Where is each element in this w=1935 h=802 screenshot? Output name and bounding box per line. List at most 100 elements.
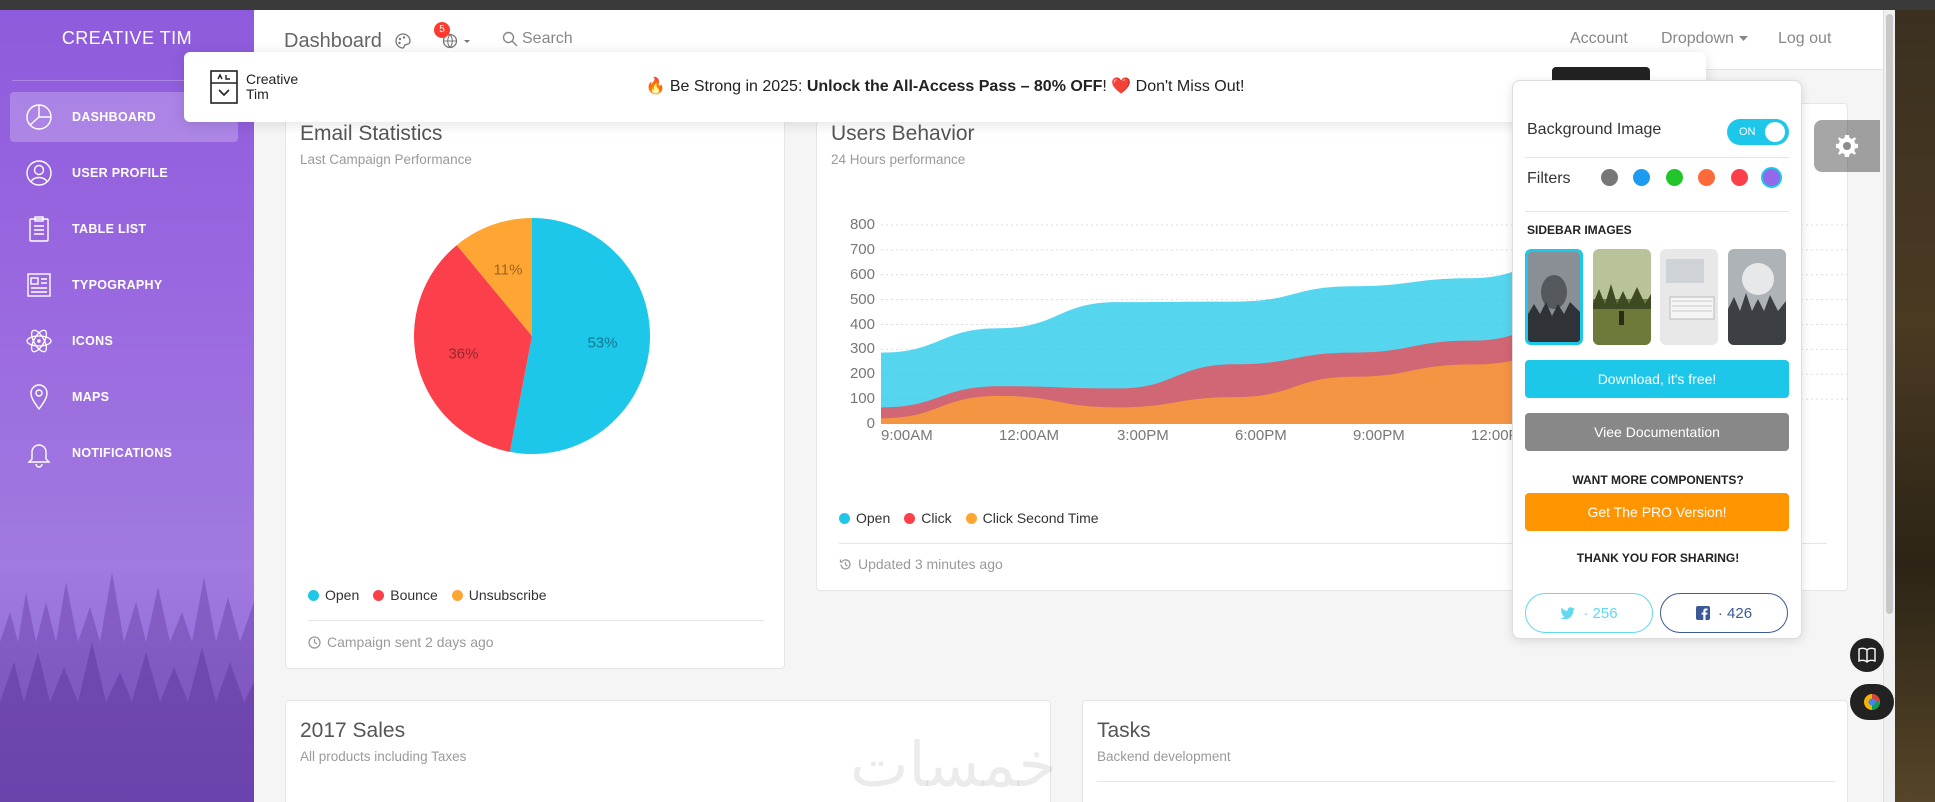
search-link[interactable]: Search (502, 30, 573, 48)
area-series-click-second-time (881, 347, 1707, 424)
sales-card: 2017 Sales All products including Taxes (285, 700, 1051, 802)
settings-toggle-tab[interactable] (1814, 120, 1880, 172)
sidebar-image-thumb-4[interactable] (1728, 249, 1786, 345)
sidebar-item-label: MAPS (72, 390, 110, 404)
reader-mode-button[interactable] (1850, 638, 1884, 672)
area-legend: Open Click Click Second Time (839, 510, 1099, 526)
extension-button[interactable] (1850, 684, 1894, 720)
watermark-text: خمسات (850, 728, 1057, 801)
logout-link[interactable]: Log out (1778, 30, 1832, 47)
filter-swatch-gray[interactable] (1601, 169, 1618, 186)
globe-dropdown-icon[interactable] (442, 32, 474, 50)
logo-text-line1: Creative (246, 71, 299, 87)
sidebar-item-table-list[interactable]: TABLE LIST (10, 204, 238, 254)
y-tick-label: 100 (849, 390, 875, 408)
account-link[interactable]: Account (1570, 30, 1628, 47)
history-icon (839, 558, 851, 569)
news-layout-icon (27, 273, 51, 297)
legend-swatch (839, 512, 850, 524)
card-title: Tasks (1097, 719, 1151, 742)
pie-slice-unsubscribe (456, 218, 532, 336)
card-subtitle: All products including Taxes (300, 749, 467, 764)
filter-swatch-red[interactable] (1731, 169, 1748, 186)
toggle-knob (1765, 122, 1785, 142)
get-pro-version-button[interactable]: Get The PRO Version! (1525, 493, 1789, 531)
legend-swatch (904, 512, 916, 524)
palette-icon[interactable] (394, 32, 412, 50)
card-divider (1097, 781, 1835, 782)
user-circle-icon (26, 160, 52, 186)
sidebar-item-user-profile[interactable]: USER PROFILE (10, 148, 238, 198)
sidebar-image-thumb-3[interactable] (1660, 249, 1718, 345)
pie-slice-bounce (413, 245, 532, 452)
view-documentation-button[interactable]: Viee Documentation (1525, 413, 1789, 451)
pie-slice-label: 36% (448, 346, 478, 363)
twitter-share-button[interactable]: · 256 (1525, 593, 1653, 633)
sidebar-item-label: USER PROFILE (72, 166, 168, 180)
pie-legend: Open Bounce Unsubscribe (308, 587, 547, 603)
sidebar-item-label: TABLE LIST (72, 222, 147, 236)
extension-logo-icon (1864, 694, 1880, 710)
filter-swatch-blue[interactable] (1633, 169, 1650, 186)
fire-icon: 🔥 (645, 78, 666, 95)
x-tick-label: 3:00PM (1117, 427, 1169, 444)
sidebar-item-label: TYPOGRAPHY (72, 278, 163, 292)
sidebar-item-label: DASHBOARD (72, 110, 156, 124)
legend-swatch (373, 589, 385, 601)
sidebar-item-maps[interactable]: MAPS (10, 372, 238, 422)
twitter-icon (1560, 606, 1576, 619)
card-footer: Campaign sent 2 days ago (308, 634, 494, 650)
y-tick-label: 200 (849, 365, 875, 383)
card-footer: Updated 3 minutes ago (839, 556, 1003, 572)
background-image-toggle[interactable]: ON (1727, 119, 1789, 145)
filters-label: Filters (1527, 170, 1571, 187)
behavior-area-chart (881, 224, 1849, 424)
legend-label: Click (921, 510, 952, 526)
card-subtitle: Backend development (1097, 749, 1231, 764)
sidebar-item-typography[interactable]: TYPOGRAPHY (10, 260, 238, 310)
y-tick-label: 500 (849, 290, 875, 308)
toggle-label: ON (1739, 126, 1756, 138)
search-icon (502, 31, 518, 47)
sidebar-item-icons[interactable]: ICONS (10, 316, 238, 366)
search-label: Search (522, 30, 573, 47)
dropdown-menu[interactable]: Dropdown (1661, 30, 1748, 48)
bell-icon (27, 444, 51, 468)
page-title[interactable]: Dashboard (284, 30, 382, 52)
facebook-share-button[interactable]: · 426 (1660, 593, 1788, 633)
download-free-button[interactable]: Download, it's free! (1525, 360, 1789, 398)
creative-tim-logo[interactable]: Creative Tim (210, 70, 298, 104)
facebook-icon (1695, 606, 1710, 620)
brand-divider (12, 80, 242, 81)
sidebar-image-thumb-2[interactable] (1593, 249, 1651, 345)
filter-swatch-orange[interactable] (1698, 169, 1715, 186)
x-tick-label: 12:00AM (999, 427, 1060, 444)
sidebar: CREATIVE TIM DASHBOARD USER PROFILE TABL… (0, 10, 254, 802)
book-icon (1858, 647, 1876, 663)
y-tick-label: 600 (849, 265, 875, 283)
clipboard-list-icon (29, 216, 49, 242)
card-divider (839, 543, 1827, 544)
y-tick-label: 300 (849, 340, 875, 358)
map-pin-icon (30, 384, 48, 411)
x-tick-label: 9:00AM (881, 427, 933, 444)
gear-icon (1836, 135, 1858, 157)
legend-swatch (451, 589, 463, 601)
heart-icon: ❤️ (1111, 78, 1132, 95)
card-divider (308, 620, 764, 621)
sidebar-image-thumb-1[interactable] (1525, 249, 1583, 345)
card-title: Email Statistics (300, 122, 443, 145)
filter-swatch-green[interactable] (1666, 169, 1683, 186)
x-tick-label: 9:00PM (1353, 427, 1405, 444)
legend-swatch (308, 589, 319, 601)
dropdown-label: Dropdown (1661, 30, 1734, 47)
facebook-count: · 426 (1717, 604, 1753, 622)
legend-label: Click Second Time (982, 510, 1099, 526)
filter-swatch-purple-selected[interactable] (1761, 167, 1782, 188)
brand-logo-text[interactable]: CREATIVE TIM (61, 28, 193, 48)
legend-label: Unsubscribe (468, 587, 547, 603)
divider (1525, 211, 1789, 212)
sidebar-item-notifications[interactable]: NOTIFICATIONS (10, 428, 238, 478)
tasks-card: Tasks Backend development (1082, 700, 1848, 802)
page-scrollbar-thumb[interactable] (1886, 14, 1893, 614)
